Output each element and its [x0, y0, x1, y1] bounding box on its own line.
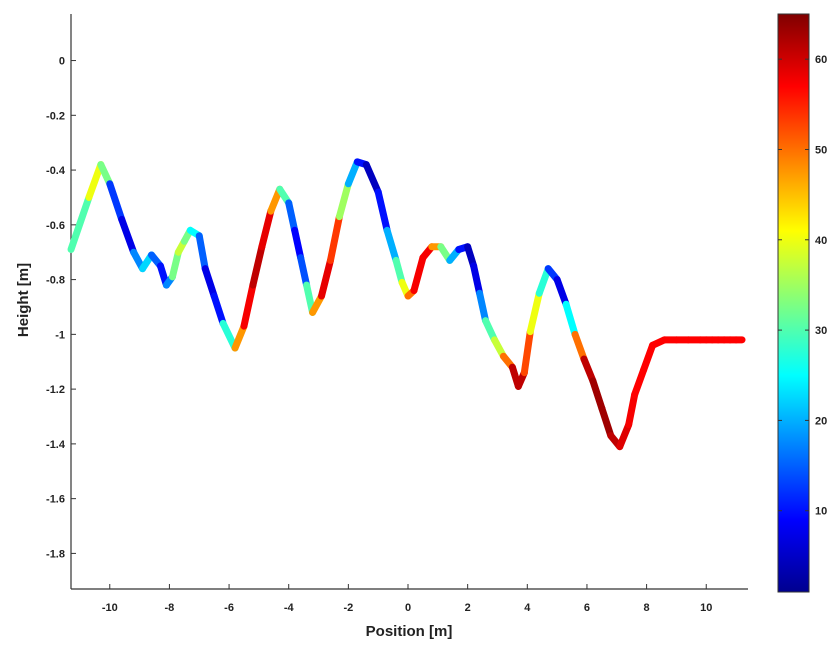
line-segment [106, 180, 126, 223]
line-segment [580, 355, 597, 385]
line-segment [571, 330, 588, 363]
colorbar-tick-label: 10 [815, 506, 827, 518]
line-segment [383, 226, 400, 264]
x-ticks: -10 -8 -6 -4 -2 0 2 4 6 8 10 [102, 584, 712, 614]
line-segment [240, 281, 257, 330]
y-tick-label: -0.6 [46, 220, 65, 232]
colorbar-tick-label: 60 [815, 54, 827, 66]
y-axis-label: Height [m] [15, 263, 32, 337]
line-segment [195, 232, 209, 273]
line-segment [201, 265, 218, 300]
colorbar-ticks: 10 20 30 40 50 60 [778, 54, 827, 518]
line-segment [118, 215, 138, 256]
line-segment [616, 421, 633, 451]
line-segment [67, 193, 93, 253]
colorbar: 10 20 30 40 50 60 [777, 13, 827, 593]
line-segment [410, 254, 427, 295]
y-tick-label: -1.8 [46, 548, 65, 560]
line-segment [249, 243, 266, 289]
line-segment [335, 180, 352, 221]
line-segment [535, 265, 552, 297]
y-tick-label: -0.8 [46, 275, 65, 287]
line-segment [640, 341, 657, 374]
y-tick-label: -1 [55, 329, 65, 341]
line-segment [625, 391, 639, 429]
x-tick-label: 8 [644, 602, 650, 614]
line-segment [374, 188, 391, 234]
line-segment [362, 161, 382, 196]
line-segment [168, 248, 182, 281]
line-segment [520, 328, 534, 377]
colorbar-gradient [777, 13, 810, 593]
x-tick-label: -6 [224, 602, 234, 614]
line-segment [589, 377, 606, 412]
colorbar-tick-label: 20 [815, 415, 827, 427]
line-segment [258, 207, 275, 251]
colorbar-tick-label: 40 [815, 235, 827, 247]
line-segment [392, 256, 406, 286]
x-tick-label: 4 [524, 602, 531, 614]
line-segment [562, 300, 579, 338]
line-segment [344, 158, 361, 188]
colorbar-tick-label: 30 [815, 325, 827, 337]
x-tick-label: -2 [343, 602, 353, 614]
axes [70, 14, 748, 590]
x-tick-label: -10 [102, 602, 118, 614]
x-tick-label: 2 [465, 602, 471, 614]
line-segment [231, 322, 248, 352]
line-segment [326, 213, 343, 264]
x-tick-label: 6 [584, 602, 590, 614]
x-tick-label: -8 [165, 602, 175, 614]
line-segment [482, 317, 498, 344]
y-tick-label: 0 [59, 56, 65, 68]
line-segment [470, 262, 484, 297]
line-segment [85, 161, 105, 201]
line-segment [598, 404, 615, 440]
x-axis-label: Position [m] [366, 623, 453, 640]
line-segment [631, 366, 648, 399]
x-tick-label: -4 [284, 602, 295, 614]
y-tick-label: -1.4 [46, 439, 66, 451]
y-tick-label: -0.2 [46, 110, 65, 122]
x-tick-label: 0 [405, 602, 411, 614]
line-segment [285, 199, 299, 234]
y-tick-label: -1.2 [46, 384, 65, 396]
line-segment [97, 161, 114, 188]
line-segment [210, 292, 227, 327]
line-segment [526, 289, 543, 336]
line-segment [297, 254, 311, 289]
colorbar-tick-label: 50 [815, 144, 827, 156]
line-segment [291, 226, 305, 262]
y-tick-label: -0.4 [46, 165, 66, 177]
y-ticks: 0 -0.2 -0.4 -0.6 -0.8 -1 -1.2 -1.4 -1.6 -1.8 [46, 56, 76, 560]
y-tick-label: -1.6 [46, 494, 65, 506]
line-segment [476, 289, 490, 325]
line-segment [318, 256, 334, 300]
x-tick-label: 10 [700, 602, 712, 614]
line-segment [553, 276, 570, 308]
line-series [67, 158, 746, 451]
